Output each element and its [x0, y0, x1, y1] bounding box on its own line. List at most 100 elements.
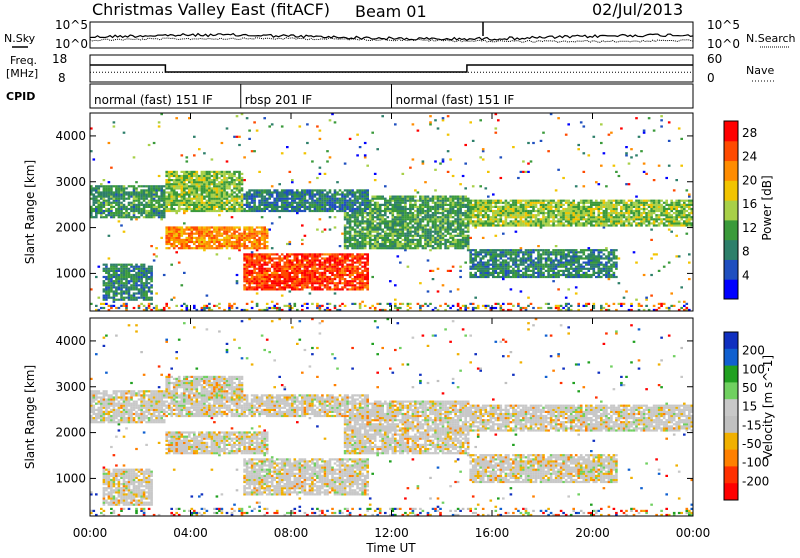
power-cell	[515, 270, 518, 272]
power-cell	[105, 299, 108, 301]
power-cell	[427, 200, 430, 202]
power-cell	[412, 206, 415, 208]
power-cell	[417, 239, 420, 241]
power-cell	[266, 307, 269, 309]
power-cell	[281, 189, 284, 191]
power-cell	[459, 204, 462, 206]
power-cell	[201, 247, 204, 249]
power-cell	[407, 245, 410, 247]
power-cell	[103, 288, 106, 290]
power-cell	[118, 220, 121, 222]
power-cell	[510, 249, 513, 251]
power-cell	[296, 282, 299, 284]
power-cell	[301, 264, 304, 266]
power-cell	[517, 220, 520, 222]
power-cell	[449, 206, 452, 208]
power-cell	[359, 233, 362, 235]
power-cell	[148, 196, 151, 198]
power-cell	[384, 231, 387, 233]
power-cell	[409, 202, 412, 204]
power-cell	[130, 284, 133, 286]
power-cell	[349, 218, 352, 220]
power-cell	[196, 204, 199, 206]
power-cell	[525, 224, 528, 226]
power-cell	[263, 276, 266, 278]
power-cell	[326, 210, 329, 212]
power-cell	[507, 253, 510, 255]
power-cell	[263, 226, 266, 228]
power-cell	[93, 187, 96, 189]
power-cell	[216, 202, 219, 204]
power-cell	[238, 237, 241, 239]
power-cell	[515, 276, 518, 278]
power-cell	[414, 214, 417, 216]
power-cell	[170, 245, 173, 247]
power-cell	[273, 282, 276, 284]
power-cell	[143, 206, 146, 208]
power-cell	[221, 196, 224, 198]
power-cell	[369, 239, 372, 241]
power-cell	[188, 235, 191, 237]
power-cell	[221, 229, 224, 231]
power-cell	[281, 257, 284, 259]
power-cell	[291, 264, 294, 266]
power-cell	[248, 235, 251, 237]
power-cell	[140, 282, 143, 284]
power-cell	[314, 202, 317, 204]
power-cell	[469, 266, 472, 268]
power-cell	[311, 198, 314, 200]
power-cell	[351, 226, 354, 228]
power-cell	[442, 200, 445, 202]
power-cell	[296, 212, 299, 214]
power-cell	[160, 187, 163, 189]
power-cell	[354, 245, 357, 247]
power-cell	[329, 266, 332, 268]
power-cell	[186, 187, 189, 189]
power-cell	[434, 220, 437, 222]
power-cell	[387, 245, 390, 247]
power-cell	[474, 206, 477, 208]
power-cell	[201, 202, 204, 204]
power-cell	[369, 222, 372, 224]
power-cell	[193, 237, 196, 239]
power-cell	[238, 177, 241, 179]
power-cell	[286, 259, 289, 261]
power-cell	[291, 179, 294, 181]
power-cell	[404, 218, 407, 220]
power-cell	[469, 255, 472, 257]
power-cell	[459, 266, 462, 268]
power-cell	[238, 196, 241, 198]
power-cell	[251, 266, 254, 268]
power-cell	[349, 266, 352, 268]
power-cell	[311, 257, 314, 259]
power-cell	[525, 204, 528, 206]
power-cell	[123, 282, 126, 284]
power-cell	[407, 239, 410, 241]
power-cell	[379, 245, 382, 247]
power-cell	[384, 208, 387, 210]
power-cell	[120, 305, 123, 307]
power-cell	[238, 179, 241, 181]
power-cell	[135, 299, 138, 301]
power-cell	[324, 274, 327, 276]
power-cell	[170, 264, 173, 266]
power-cell	[427, 224, 430, 226]
power-cell	[364, 198, 367, 200]
power-cell	[424, 247, 427, 249]
power-cell	[424, 216, 427, 218]
power-cell	[319, 259, 322, 261]
power-cell	[273, 274, 276, 276]
power-cell	[397, 239, 400, 241]
nave-ytick-bottom: 0	[707, 71, 715, 85]
power-cell	[135, 189, 138, 191]
power-cell	[216, 187, 219, 189]
power-cell	[233, 200, 236, 202]
power-cell	[178, 200, 181, 202]
power-cell	[376, 231, 379, 233]
power-cell	[349, 274, 352, 276]
power-cell	[299, 198, 302, 200]
power-cell	[95, 214, 98, 216]
power-cell	[361, 288, 364, 290]
power-cell	[150, 216, 153, 218]
power-cell	[381, 204, 384, 206]
